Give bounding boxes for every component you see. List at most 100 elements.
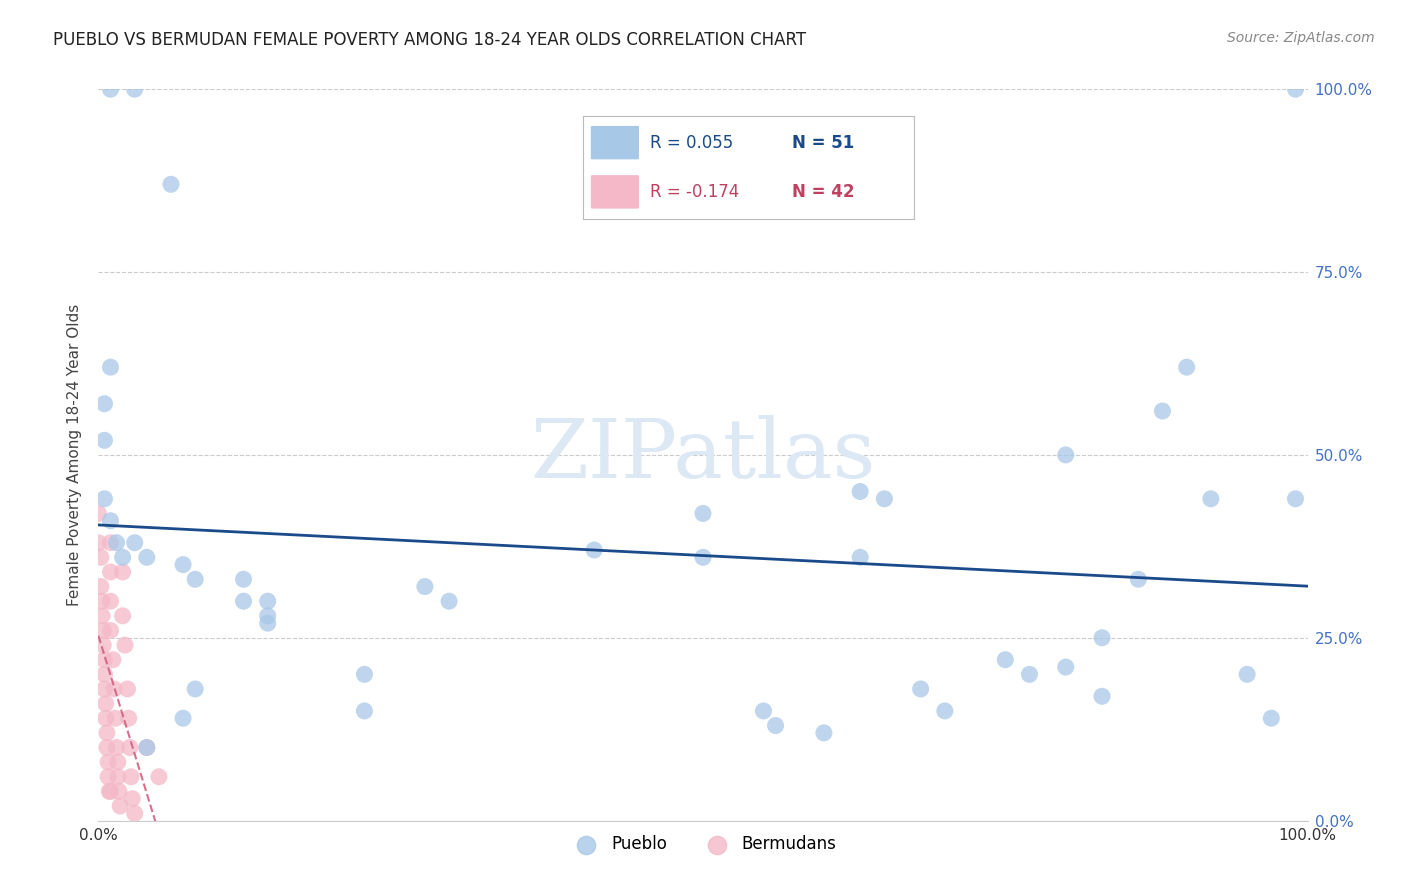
Point (849, 550, 872, 565)
Point (97, 770, 120, 784)
Point (100, 535, 122, 549)
Point (91, 594, 114, 608)
Point (1091, 631, 1114, 645)
Point (124, 535, 146, 549)
Point (101, 653, 124, 667)
Point (107, 755, 129, 769)
Point (118, 711, 141, 725)
Point (118, 740, 141, 755)
Point (104, 711, 127, 725)
Point (1284, 491, 1306, 506)
Point (93, 653, 115, 667)
Point (93, 434, 115, 448)
Point (934, 704, 956, 718)
Point (1199, 491, 1222, 506)
Point (97, 755, 120, 769)
Point (1260, 711, 1282, 725)
Point (93, 491, 115, 506)
Point (96, 726, 118, 740)
Point (172, 711, 194, 725)
Point (100, 594, 122, 608)
Point (184, 681, 207, 696)
Point (114, 638, 136, 652)
Point (100, 784, 122, 798)
Point (765, 718, 787, 732)
Point (692, 550, 714, 565)
Point (93, 681, 115, 696)
Point (135, 740, 157, 755)
Point (124, 82, 146, 96)
Point (98, 784, 121, 798)
Point (105, 535, 128, 549)
Text: N = 42: N = 42 (792, 183, 855, 201)
FancyBboxPatch shape (591, 175, 640, 210)
Point (1284, 82, 1306, 96)
Point (692, 507, 714, 521)
Point (873, 491, 896, 506)
Point (93, 397, 115, 411)
Text: PUEBLO VS BERMUDAN FEMALE POVERTY AMONG 18-24 YEAR OLDS CORRELATION CHART: PUEBLO VS BERMUDAN FEMALE POVERTY AMONG … (53, 31, 807, 49)
Point (583, 543, 606, 558)
Point (96, 740, 118, 755)
Point (111, 550, 134, 565)
Point (121, 791, 143, 805)
Point (87, 535, 110, 549)
Point (105, 740, 128, 755)
Point (232, 594, 254, 608)
Point (90, 580, 112, 594)
Point (910, 681, 932, 696)
Point (172, 558, 194, 572)
Point (100, 360, 122, 375)
Point (100, 82, 122, 96)
Text: Source: ZipAtlas.com: Source: ZipAtlas.com (1227, 31, 1375, 45)
Point (1054, 660, 1077, 674)
Point (87, 507, 110, 521)
Point (100, 565, 122, 579)
Point (994, 653, 1017, 667)
Point (124, 806, 146, 821)
Point (1175, 360, 1198, 375)
Point (160, 178, 183, 192)
Point (1128, 572, 1150, 586)
Point (107, 770, 129, 784)
Text: ZIPatlas: ZIPatlas (530, 415, 876, 495)
Point (94, 697, 117, 711)
Point (437, 594, 460, 608)
Point (120, 770, 142, 784)
Point (135, 740, 157, 755)
Point (1236, 667, 1258, 681)
Point (100, 624, 122, 638)
Point (232, 572, 254, 586)
Text: N = 51: N = 51 (792, 134, 853, 152)
Point (111, 608, 134, 623)
Legend: Pueblo, Bermudans: Pueblo, Bermudans (562, 829, 844, 860)
Y-axis label: Female Poverty Among 18-24 Year Olds: Female Poverty Among 18-24 Year Olds (67, 304, 83, 606)
Point (91, 608, 114, 623)
Text: R = -0.174: R = -0.174 (650, 183, 738, 201)
Point (148, 770, 170, 784)
Point (91, 624, 114, 638)
Point (91, 638, 114, 652)
Point (1152, 404, 1174, 418)
Text: R = 0.055: R = 0.055 (650, 134, 733, 152)
Point (1091, 690, 1114, 704)
Point (1054, 448, 1077, 462)
Point (413, 580, 436, 594)
Point (256, 594, 278, 608)
Point (813, 726, 835, 740)
Point (752, 704, 775, 718)
Point (135, 550, 157, 565)
Point (256, 616, 278, 631)
Point (100, 514, 122, 528)
Point (256, 608, 278, 623)
Point (353, 704, 375, 718)
Point (108, 784, 131, 798)
Point (353, 667, 375, 681)
Point (1018, 667, 1040, 681)
Point (849, 484, 872, 499)
Point (94, 711, 117, 725)
Point (117, 681, 139, 696)
Point (111, 565, 134, 579)
Point (90, 550, 112, 565)
Point (108, 799, 131, 814)
